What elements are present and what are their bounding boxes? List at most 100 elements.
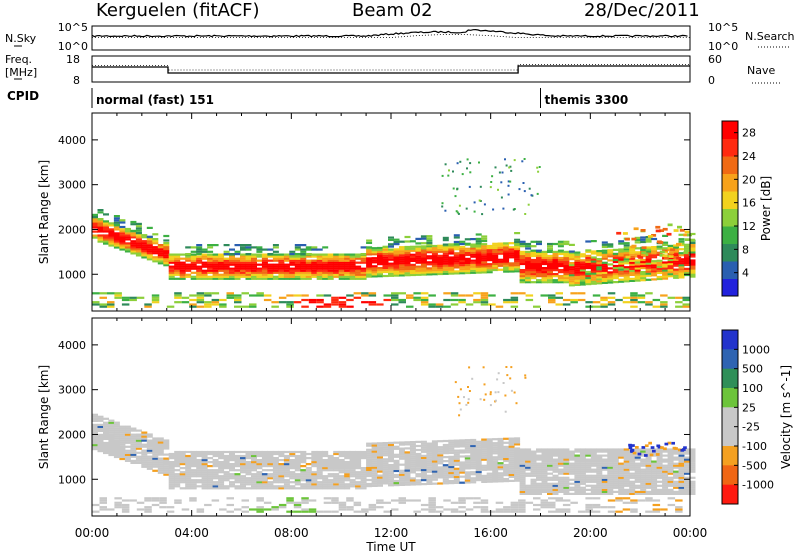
power-cell (316, 301, 324, 304)
velocity-cell (121, 503, 130, 507)
velocity-cell (519, 460, 526, 463)
velocity-cell (634, 458, 641, 461)
power-cell (135, 246, 142, 249)
velocity-cell (159, 501, 167, 504)
velocity-cell (618, 476, 625, 479)
velocity-cell (481, 440, 488, 443)
power-cell (470, 245, 477, 248)
velocity-cell (689, 482, 696, 485)
power-cell (119, 225, 126, 229)
velocity-cell (536, 470, 542, 473)
power-cell (481, 263, 488, 266)
velocity-cell (388, 447, 394, 451)
power-cell (201, 273, 208, 276)
power-cell (689, 273, 696, 276)
power-cell (355, 257, 362, 260)
velocity-cell (437, 452, 444, 455)
velocity-cell (607, 462, 614, 465)
velocity-cell (464, 455, 471, 458)
velocity-cell (349, 467, 356, 470)
velocity-cell (486, 450, 493, 453)
velocity-cell (283, 483, 290, 486)
power-cell (662, 271, 669, 274)
velocity-cell (453, 457, 460, 460)
power-cell (234, 298, 242, 302)
power-cell (625, 255, 631, 259)
velocity-cell (327, 475, 334, 478)
velocity-cell (152, 439, 159, 442)
velocity-cell (256, 461, 263, 464)
velocity-cell (355, 452, 362, 456)
velocity-cell (245, 479, 252, 482)
velocity-cell (481, 480, 488, 483)
velocity-cell (333, 481, 340, 484)
velocity-cell (174, 457, 181, 460)
velocity-cell (645, 482, 652, 485)
velocity-cell (596, 490, 603, 493)
power-cell (382, 254, 389, 257)
power-cell (190, 255, 197, 258)
velocity-cell (497, 462, 504, 465)
velocity-cell (261, 479, 268, 482)
velocity-cell (618, 482, 625, 485)
velocity-cell (481, 458, 488, 461)
power-cell (585, 256, 592, 259)
velocity-cell (331, 499, 339, 502)
velocity-cell (168, 452, 175, 456)
velocity-cell (278, 506, 287, 509)
velocity-cell (393, 484, 400, 487)
power-cell (204, 305, 212, 308)
velocity-cell (667, 464, 674, 467)
velocity-cell (596, 480, 603, 483)
power-cell (470, 269, 477, 272)
power-cell (240, 259, 246, 262)
power-cell (481, 271, 488, 274)
velocity-cell (415, 467, 422, 470)
velocity-cell (667, 478, 674, 481)
velocity-cell (519, 468, 526, 471)
velocity-cell (519, 482, 526, 485)
velocity-cell (579, 454, 586, 457)
power-cell (377, 263, 383, 266)
power-cell (453, 234, 460, 237)
velocity-cell (579, 466, 586, 469)
power-colorbar-label: 16 (742, 197, 756, 210)
power-cell (413, 296, 421, 299)
velocity-cell (283, 465, 290, 468)
velocity-cell (278, 487, 285, 490)
velocity-cell (519, 474, 526, 477)
velocity-cell (503, 480, 510, 483)
velocity-cell (338, 487, 345, 490)
power-cell (651, 256, 658, 259)
power-cell (514, 270, 521, 273)
power-cell (682, 303, 690, 306)
velocity-cell (607, 478, 614, 481)
velocity-cell (201, 481, 208, 484)
velocity-cell (607, 480, 614, 483)
power-cell (536, 249, 542, 252)
power-cell (486, 267, 493, 270)
velocity-cell (453, 451, 460, 454)
velocity-cell (99, 506, 107, 509)
velocity-cell (547, 462, 553, 465)
velocity-cell (492, 438, 499, 441)
velocity-cell (648, 441, 652, 445)
power-cell (464, 271, 471, 275)
power-cell (371, 247, 378, 250)
velocity-cell (437, 446, 444, 449)
velocity-cell (592, 497, 601, 500)
velocity-cell (305, 457, 312, 460)
velocity-cell (579, 476, 586, 479)
velocity-cell (562, 499, 571, 502)
power-cell (286, 294, 294, 297)
velocity-cell (355, 481, 362, 484)
velocity-cell (241, 499, 249, 502)
velocity-cell (212, 459, 219, 462)
velocity-cell (97, 417, 104, 420)
velocity-cell (234, 481, 241, 484)
power-cell (689, 247, 696, 250)
power-cell (97, 224, 104, 227)
power-cell (618, 252, 625, 255)
power-cell (103, 242, 109, 245)
power-cell (596, 266, 603, 269)
